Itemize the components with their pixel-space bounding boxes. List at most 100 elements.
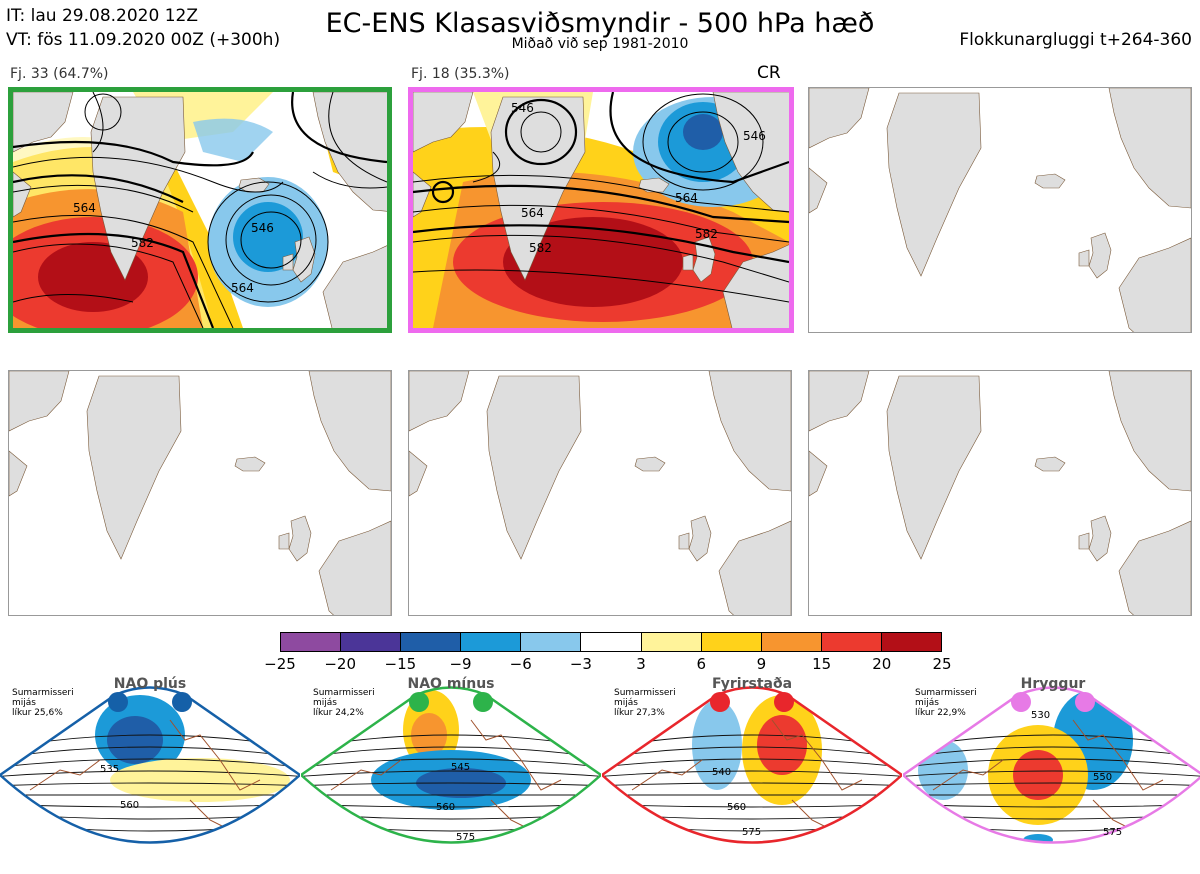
colorbar-swatch [520, 633, 581, 651]
colorbar-swatch [340, 633, 401, 651]
height-contour [903, 849, 1200, 867]
colorbar-tick-label: 6 [696, 655, 707, 673]
cluster1-label: Fj. 33 (64.7%) [10, 66, 109, 82]
height-contour [903, 758, 1200, 769]
cluster2-map: 546 546 564 564 582 582 [408, 87, 794, 333]
p2-contour-546b: 546 [743, 129, 766, 143]
regime-note: Sumarmisseri mijás líkur 27,3% [614, 688, 676, 718]
p2-contour-564a: 564 [521, 206, 544, 220]
regime-panel: 530 550 575 [900, 680, 1200, 870]
colorbar-tick-label: −3 [569, 655, 592, 673]
regime-map: 530 550 575 [900, 686, 1200, 867]
regime-contour-label: 560 [727, 802, 746, 813]
p2-contour-546a: 546 [511, 101, 534, 115]
anomaly-blob [107, 716, 163, 764]
regime-border [0, 686, 303, 844]
valid-time: VT: fös 11.09.2020 00Z (+300h) [6, 30, 281, 50]
initial-time: IT: lau 29.08.2020 12Z [6, 6, 198, 26]
colorbar-tick-label: −15 [384, 655, 417, 673]
height-contour [0, 782, 300, 787]
height-contour [0, 758, 300, 769]
anomaly-blob [1013, 750, 1063, 800]
height-contour [301, 782, 601, 787]
height-contour [301, 849, 601, 867]
colorbar-tick-label: 9 [756, 655, 767, 673]
empty-map-5 [408, 370, 792, 616]
height-contour [903, 770, 1200, 778]
colorbar-tick-label: 15 [812, 655, 832, 673]
regime-map: 545 560 575 [298, 686, 604, 867]
regime-contour-label: 550 [1093, 772, 1112, 783]
height-contour [602, 849, 902, 867]
regime-panel: 545 560 575 [298, 680, 604, 870]
colorbar-tick-label: −9 [449, 655, 472, 673]
colorbar-swatch [700, 633, 761, 651]
height-contour [301, 758, 601, 769]
regime-note: Sumarmisseri mijás líkur 25,6% [12, 688, 74, 718]
page-title: EC-ENS Klasasviðsmyndir - 500 hPa hæð [325, 8, 875, 39]
p1-contour-564a: 564 [73, 201, 96, 215]
regime-marker-dot [1075, 692, 1095, 712]
p1-contour-582: 582 [131, 236, 154, 250]
regime-contour-label: 530 [1031, 710, 1050, 721]
colorbar-swatch [760, 633, 821, 651]
regime-name: Hryggur [1020, 676, 1086, 692]
height-contour [903, 782, 1200, 787]
regime-panel: 535 560 [0, 680, 303, 870]
height-contour [602, 782, 902, 787]
cluster2-regime-tag: CR [757, 63, 781, 83]
colorbar-tick-label: −6 [509, 655, 532, 673]
cluster1-map: 546 564 582 564 [8, 87, 392, 333]
regime-contour-label: 575 [1103, 827, 1122, 838]
regime-panel: 540 560 575 [599, 680, 905, 870]
regime-contour-label: 575 [742, 827, 761, 838]
p2-contour-582b: 582 [695, 227, 718, 241]
colorbar-swatch [400, 633, 461, 651]
colorbar-swatch [640, 633, 701, 651]
regime-contour-label: 560 [120, 800, 139, 811]
colorbar-tick-label: 25 [932, 655, 952, 673]
height-contour [602, 770, 902, 778]
header-title-block: EC-ENS Klasasviðsmyndir - 500 hPa hæð Mi… [300, 8, 900, 51]
regime-note: Sumarmisseri mijás líkur 22,9% [915, 688, 977, 718]
cluster2-label: Fj. 18 (35.3%) [411, 66, 510, 82]
regime-marker-dot [710, 692, 730, 712]
height-contour [0, 770, 300, 778]
anomaly-blob [110, 758, 290, 802]
colorbar [280, 632, 942, 652]
regime-border [298, 686, 604, 844]
colorbar-tick-label: 3 [636, 655, 646, 673]
regime-marker-dot [172, 692, 192, 712]
colorbar-swatch [281, 633, 341, 651]
regime-contour-label: 535 [100, 764, 119, 775]
regime-marker-dot [1011, 692, 1031, 712]
regime-marker-dot [409, 692, 429, 712]
regime-contour-label: 560 [436, 802, 455, 813]
colorbar-tick-label: −20 [324, 655, 356, 673]
colorbar-swatch [880, 633, 942, 651]
regime-border [599, 686, 905, 844]
regime-name: NAO mínus [407, 676, 495, 692]
regime-border [900, 686, 1200, 844]
p1-contour-564b: 564 [231, 281, 254, 295]
p2-contour-564b: 564 [675, 191, 698, 205]
anomaly-blob [692, 700, 742, 790]
regime-map: 535 560 [0, 686, 303, 867]
page-subtitle: Miðað við sep 1981-2010 [511, 36, 689, 52]
empty-map-6 [808, 370, 1192, 616]
colorbar-swatch [820, 633, 881, 651]
header-times: IT: lau 29.08.2020 12Z VT: fös 11.09.202… [6, 4, 280, 52]
height-contour [602, 758, 902, 769]
height-contour [0, 849, 300, 867]
regime-note: Sumarmisseri mijás líkur 24,2% [313, 688, 375, 718]
colorbar-swatch [460, 633, 521, 651]
regime-marker-dot [774, 692, 794, 712]
p2-contour-582a: 582 [529, 241, 552, 255]
regime-contour-label: 575 [456, 832, 475, 843]
anomaly-blob [1023, 834, 1053, 843]
regime-name: Fyrirstaða [711, 676, 793, 692]
regime-contour-label: 540 [712, 767, 731, 778]
regime-name: NAO plús [113, 676, 187, 692]
regime-marker-dot [473, 692, 493, 712]
empty-map-3 [808, 87, 1192, 333]
